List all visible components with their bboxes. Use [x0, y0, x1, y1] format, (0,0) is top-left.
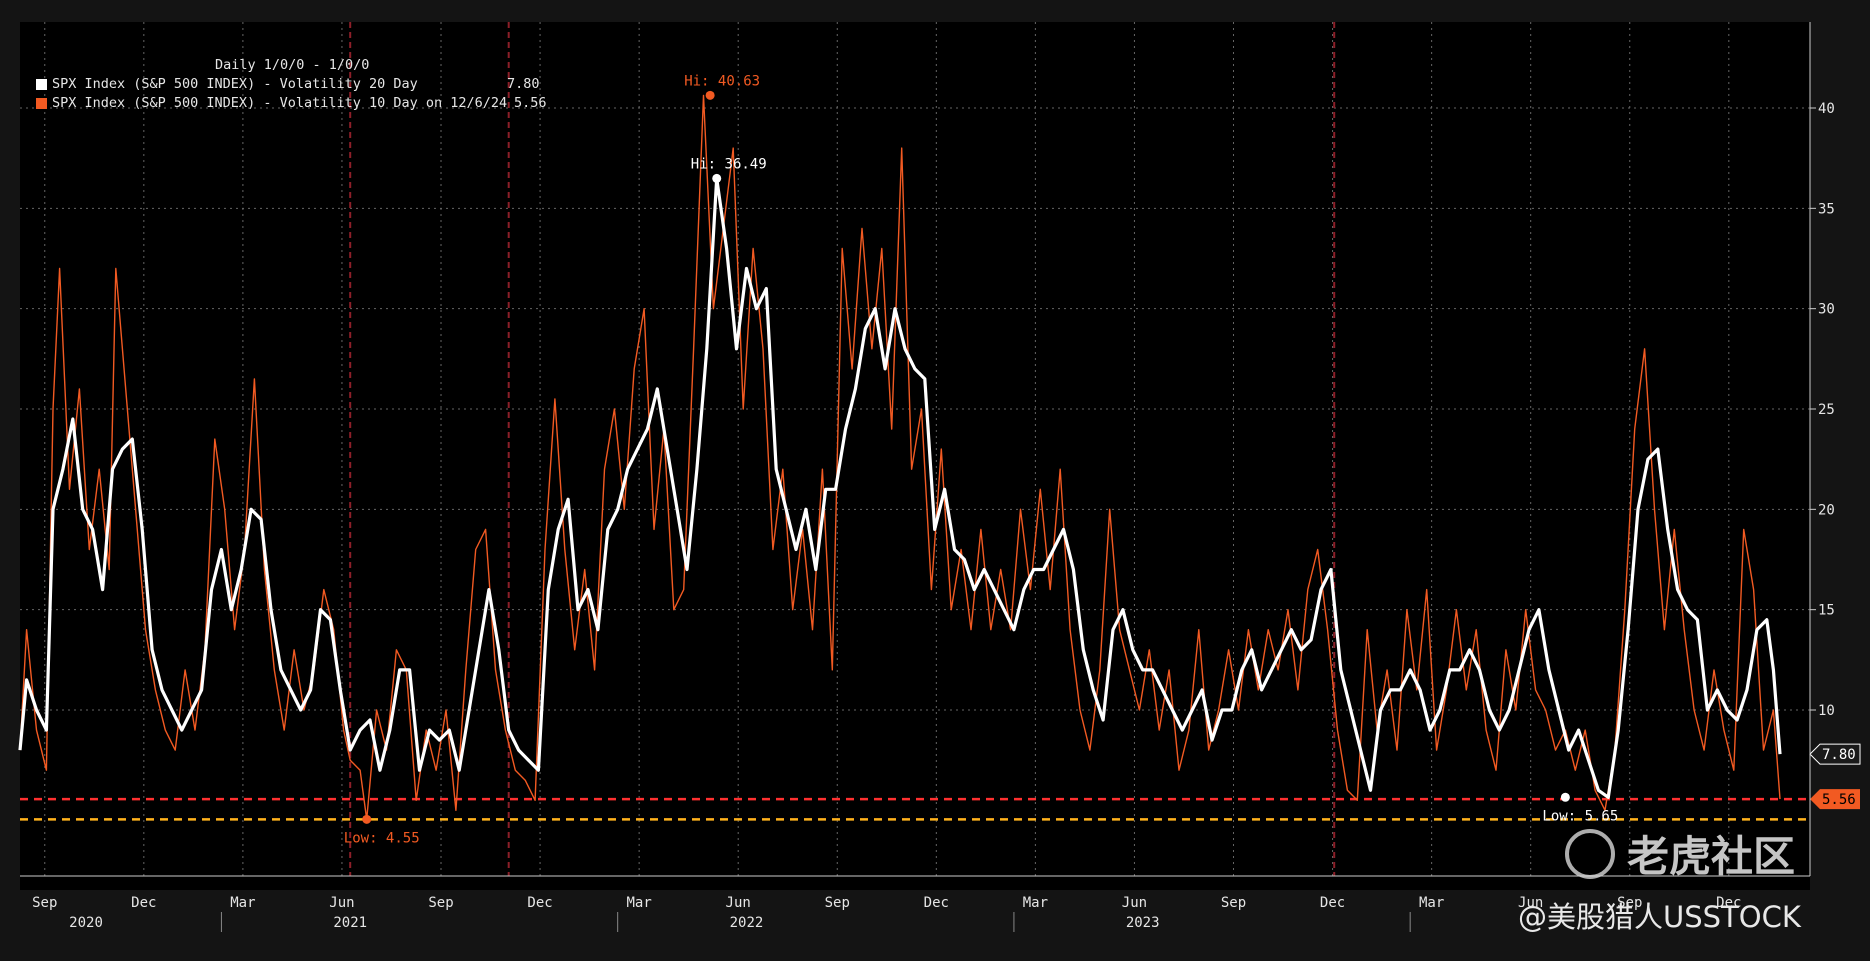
series-line-vol20: [18, 176, 1782, 799]
last-value-box: [1809, 743, 1861, 765]
x-tick-label: Sep: [32, 895, 57, 911]
year-label: 2020: [69, 915, 103, 931]
x-tick-label: Mar: [626, 895, 651, 911]
x-tick-label: Dec: [924, 895, 949, 911]
x-tick-label: Dec: [131, 895, 156, 911]
horizontal-reference-lines: [20, 797, 1812, 821]
y-tick-label: 10: [1818, 703, 1835, 719]
y-tick-label: 25: [1818, 402, 1835, 418]
legend-header: Daily 1/0/0 - 1/0/0: [215, 57, 370, 73]
watermark-brand-text: 老虎社区: [1627, 832, 1796, 881]
x-tick-label: Sep: [825, 895, 850, 911]
annotation-label: Low: 5.65: [1542, 808, 1618, 824]
series-line-vol10: [19, 94, 1781, 821]
year-label: 2023: [1126, 915, 1160, 931]
legend-label-vol20: SPX Index (S&P 500 INDEX) - Volatility 2…: [52, 76, 418, 92]
x-tick-label: Mar: [230, 895, 255, 911]
x-tick-label: Jun: [329, 895, 354, 911]
y-tick-label: 30: [1818, 302, 1835, 318]
x-tick-label: Dec: [1716, 895, 1741, 911]
x-tick-label: Dec: [1320, 895, 1345, 911]
legend-item-vol10[interactable]: SPX Index (S&P 500 INDEX) - Volatility 1…: [30, 94, 547, 113]
tiger-logo-icon: [1565, 828, 1615, 879]
x-tick-label: Dec: [527, 895, 552, 911]
last-value-label: 7.80: [1809, 743, 1861, 765]
watermark-handle: @美股猎人USSTOCK: [1518, 900, 1801, 934]
legend-value-vol10: 5.56: [514, 95, 547, 111]
y-tick-label: 40: [1818, 101, 1835, 117]
x-tick-label: Mar: [1419, 895, 1444, 911]
annotation-marker: [362, 814, 372, 824]
year-label: 2022: [730, 915, 764, 931]
annotation-label: Hi: 40.63: [684, 73, 760, 89]
x-tick-label: Sep: [428, 895, 453, 911]
legend-value-vol20: 7.80: [507, 76, 540, 92]
x-tick-label: Jun: [726, 895, 751, 911]
legend-item-vol20[interactable]: SPX Index (S&P 500 INDEX) - Volatility 2…: [30, 75, 547, 94]
annotation-marker: [712, 173, 722, 183]
annotation-marker: [705, 90, 715, 100]
legend: Daily 1/0/0 - 1/0/0 SPX Index (S&P 500 I…: [30, 56, 547, 113]
y-tick-label: 20: [1818, 502, 1835, 518]
last-value-text: 7.80: [1822, 747, 1856, 763]
annotation-marker: [1560, 792, 1570, 802]
last-value-text: 5.56: [1822, 792, 1856, 808]
legend-swatch-vol20: [36, 79, 47, 90]
legend-swatch-vol10: [36, 98, 47, 109]
annotation-label: Low: 4.55: [344, 830, 420, 846]
legend-label-vol10: SPX Index (S&P 500 INDEX) - Volatility 1…: [52, 95, 508, 111]
plot-background: [20, 22, 1810, 890]
y-tick-label: 15: [1818, 603, 1835, 619]
year-label: 2021: [333, 915, 367, 931]
x-tick-label: Mar: [1023, 895, 1048, 911]
axes: 10 15 20 25 30 35 40 Sep Dec Mar Jun Sep Dec Mar Jun Se…: [20, 22, 1835, 932]
x-tick-label: Jun: [1122, 895, 1147, 911]
watermark-brand: 老虎社区: [1565, 823, 1795, 884]
x-tick-label: Sep: [1221, 895, 1246, 911]
annotations: Hi: 40.63 Hi: 36.49 Low: 4.55 Low: 5.65 7.80…: [344, 73, 1861, 846]
x-tick-label: Sep: [1617, 895, 1642, 911]
annotation-label: Hi: 36.49: [691, 156, 767, 172]
series-group: [18, 94, 1782, 821]
y-tick-label: 35: [1818, 201, 1835, 217]
last-value-label: 5.56: [1810, 789, 1860, 810]
last-value-box: [1810, 789, 1860, 810]
x-tick-label: Jun: [1518, 895, 1543, 911]
